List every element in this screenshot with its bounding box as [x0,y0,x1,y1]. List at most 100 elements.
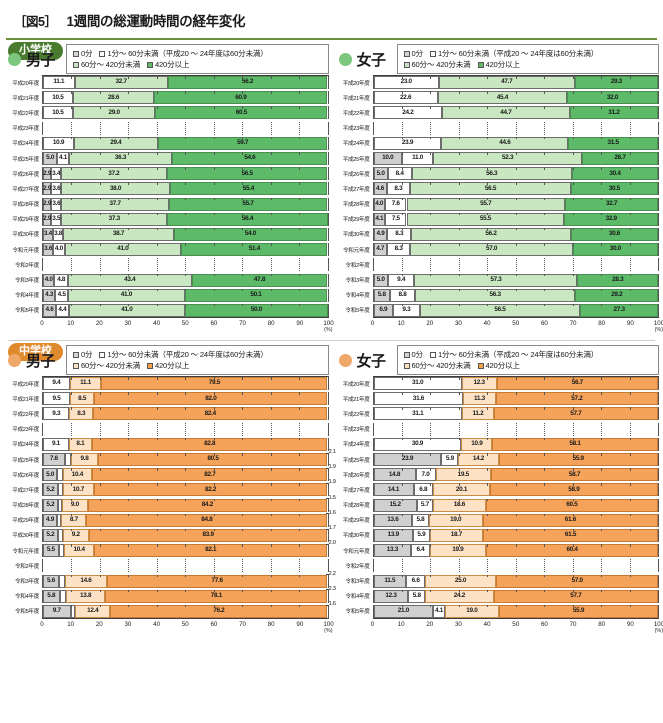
tickmark [515,106,517,109]
gender-label: 女子 [356,352,387,370]
tickmark [544,212,546,216]
tickmark [270,273,272,277]
tickmark [487,288,489,292]
legend-item-0min: 0分 [403,48,423,59]
legend-item-under60: 1分〜 60分未満（平成20 〜 24年度は60分未満） [429,48,598,59]
gridline [430,422,432,436]
tickmark [299,273,301,277]
tickmark [629,604,631,608]
tickmark [213,407,215,410]
gridline [544,559,546,573]
table-row: 平成30年度 13.9 5.9 18.7 61.5 [335,528,659,543]
tickmark [487,212,489,216]
tickmark [128,574,130,578]
bar-segment: 9.5 [43,392,71,406]
bar-segment: 45.4 [437,91,567,105]
tickmark [401,106,403,109]
tickmark [629,197,631,201]
x-axis-tick-label: 30 [454,320,462,327]
tickmark [515,392,517,395]
tickmark [156,273,158,277]
x-axis-tick-label: 30 [454,621,462,628]
tickmark [458,167,460,170]
x-axis: 0 10 20 30 40 50 60 70 80 90 100 (%) [371,318,663,334]
bar-value-label: 21.0 [397,607,410,615]
x-axis-tick-label: 100 [653,621,663,628]
year-label: 平成21年度 [12,396,39,403]
bar-segment: 20.1 [432,483,491,497]
legend-swatch-0min-icon [403,351,410,358]
tickmark [487,227,489,231]
gridline [487,422,489,436]
tickmark [156,303,158,307]
tickmark [71,468,73,471]
tickmark [601,498,603,502]
tickmark [185,182,187,185]
legend-swatch-0min-icon [403,50,410,57]
year-label: 令和元年度 [343,247,370,254]
x-axis: 0 10 20 30 40 50 60 70 80 90 100 (%) [40,619,333,635]
tickmark [458,243,460,246]
gridline [213,422,215,436]
bar-value-label: 8.4 [395,169,404,177]
table-row: 令和4年度 5.8 8.8 56.3 29.2 [335,288,659,303]
bar-segment: 10.9 [43,136,74,150]
chart-heading: 女子 0分 1分〜 60分未満（平成20 〜 24年度は60分未満） 60分〜 420… [335,44,659,74]
tickmark [270,106,272,109]
bar-value-label: 30.5 [608,184,621,192]
tickmark [270,574,272,578]
tickmark [572,227,574,231]
bar-value-label: 2.9 [43,199,52,207]
stacked-bar: 2.9 3.5 37.3 56.4 [42,212,329,226]
bar-segment: 14.8 [373,468,416,482]
tickmark [213,303,215,307]
tickmark [629,407,631,410]
bar-segment: 23.9 [373,136,442,150]
tickmark [128,182,130,185]
table-row: 令和2年度 [4,558,329,573]
legend-swatch-under60-icon [429,50,436,57]
chart-legend: 0分 1分〜 60分未満（平成20 〜 24年度は60分未満） 60分〜 420分未… [396,345,659,375]
x-axis-tick-label: 50 [512,621,520,628]
tickmark [458,392,460,395]
bar-segment: 3.5 [51,212,62,226]
bar-value-label: 55.5 [479,215,492,223]
bar-segment: 14.6 [65,574,107,588]
tickmark [458,136,460,140]
year-label: 平成22年度 [12,411,39,418]
bar-value-label: 10.9 [52,139,65,147]
table-row: 令和元年度 5.5 10.4 82.1 [4,543,329,558]
tickmark [156,437,158,441]
tickmark [430,197,432,201]
bar-value-label: 44.6 [499,139,511,147]
table-row: 平成25年度 5.0 4.1 36.3 54.6 [4,151,329,166]
tickmark [128,212,130,216]
x-axis-tick-label: 10 [67,320,75,327]
bar-value-label: 57.3 [490,275,502,283]
tickmark [299,574,301,578]
tickmark [156,528,158,532]
tickmark [487,197,489,201]
bar-value-label: 18.7 [450,531,463,539]
year-label: 平成22年度 [342,411,370,418]
bar-value-label: 7.6 [391,199,400,207]
tickmark [299,182,301,185]
tickmark [299,106,301,109]
bar-value-label: 31.6 [412,394,425,402]
bar-segment: 56.2 [167,76,328,90]
tickmark [71,574,73,578]
bar-segment: 4.6 [43,303,57,317]
tickmark [270,513,272,517]
tickmark [601,483,603,486]
tickmark [213,377,215,380]
bar-value-label: 10.4 [73,546,85,554]
year-label: 平成24年度 [342,141,370,148]
tickmark [544,574,546,578]
tickmark [242,91,244,94]
legend-item-over420: 420分以上 [147,59,189,70]
tickmark [601,303,603,307]
bar-segment: 5.0 [373,273,388,287]
bar-value-label: 6.4 [416,546,425,554]
bar-value-label: 10.7 [72,485,85,493]
table-row: 平成26年度 14.8 7.0 19.5 58.7 [335,467,659,482]
